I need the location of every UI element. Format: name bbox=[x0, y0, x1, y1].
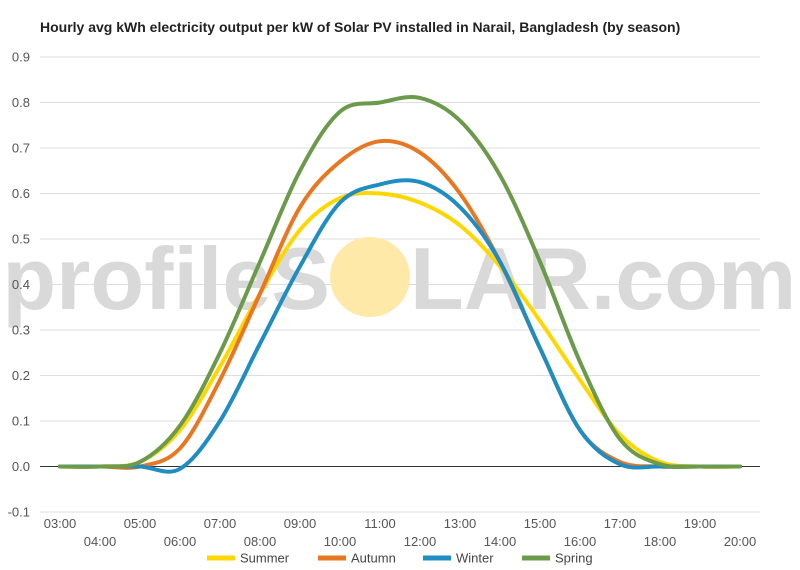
y-tick-label: 0.1 bbox=[12, 414, 30, 429]
x-tick-label: 16:00 bbox=[564, 534, 597, 549]
x-tick-label: 12:00 bbox=[404, 534, 437, 549]
watermark-sun-icon bbox=[330, 237, 410, 317]
x-tick-label: 14:00 bbox=[484, 534, 517, 549]
series-line-summer bbox=[58, 190, 742, 469]
x-axis-ticks: 03:00 04:00 05:00 06:00 07:00 08:00 09:00 10:00… bbox=[44, 516, 757, 549]
x-tick-label: 03:00 bbox=[44, 516, 77, 531]
grid-lines bbox=[40, 56, 760, 513]
legend-label-winter: Winter bbox=[456, 551, 494, 566]
y-tick-label: 0.2 bbox=[12, 368, 30, 383]
series-line-winter bbox=[58, 178, 742, 474]
x-tick-label: 17:00 bbox=[604, 516, 637, 531]
y-tick-label: 0.0 bbox=[12, 459, 30, 474]
watermark-text-right: LAR.com bbox=[410, 229, 796, 328]
y-tick-label: 0.4 bbox=[12, 277, 30, 292]
x-tick-label: 15:00 bbox=[524, 516, 557, 531]
y-tick-label: -0.1 bbox=[8, 505, 30, 520]
series-line-spring bbox=[58, 95, 742, 469]
x-tick-label: 07:00 bbox=[204, 516, 237, 531]
y-tick-label: 0.9 bbox=[12, 50, 30, 65]
series-line-autumn bbox=[58, 138, 742, 470]
y-tick-label: 0.3 bbox=[12, 323, 30, 338]
x-tick-label: 10:00 bbox=[324, 534, 357, 549]
x-tick-label: 18:00 bbox=[644, 534, 677, 549]
x-tick-label: 09:00 bbox=[284, 516, 317, 531]
series-lines bbox=[58, 95, 742, 474]
y-tick-label: 0.6 bbox=[12, 186, 30, 201]
x-tick-label: 05:00 bbox=[124, 516, 157, 531]
y-axis-ticks: -0.1 0.0 0.1 0.2 0.3 0.4 0.5 0.6 0.7 0.8 0.9 bbox=[8, 50, 30, 520]
chart-title: Hourly avg kWh electricity output per kW… bbox=[40, 19, 681, 35]
x-tick-label: 06:00 bbox=[164, 534, 197, 549]
y-tick-label: 0.7 bbox=[12, 141, 30, 156]
legend: Summer Autumn Winter Spring bbox=[207, 551, 593, 566]
watermark: profileS LAR.com bbox=[2, 229, 796, 328]
x-tick-label: 11:00 bbox=[364, 516, 396, 531]
legend-label-spring: Spring bbox=[555, 551, 593, 566]
x-tick-label: 13:00 bbox=[444, 516, 477, 531]
x-tick-label: 20:00 bbox=[724, 534, 757, 549]
x-tick-label: 19:00 bbox=[684, 516, 717, 531]
x-tick-label: 04:00 bbox=[84, 534, 117, 549]
legend-label-autumn: Autumn bbox=[351, 551, 396, 566]
legend-label-summer: Summer bbox=[240, 551, 290, 566]
y-tick-label: 0.5 bbox=[12, 232, 30, 247]
y-tick-label: 0.8 bbox=[12, 95, 30, 110]
x-tick-label: 08:00 bbox=[244, 534, 277, 549]
